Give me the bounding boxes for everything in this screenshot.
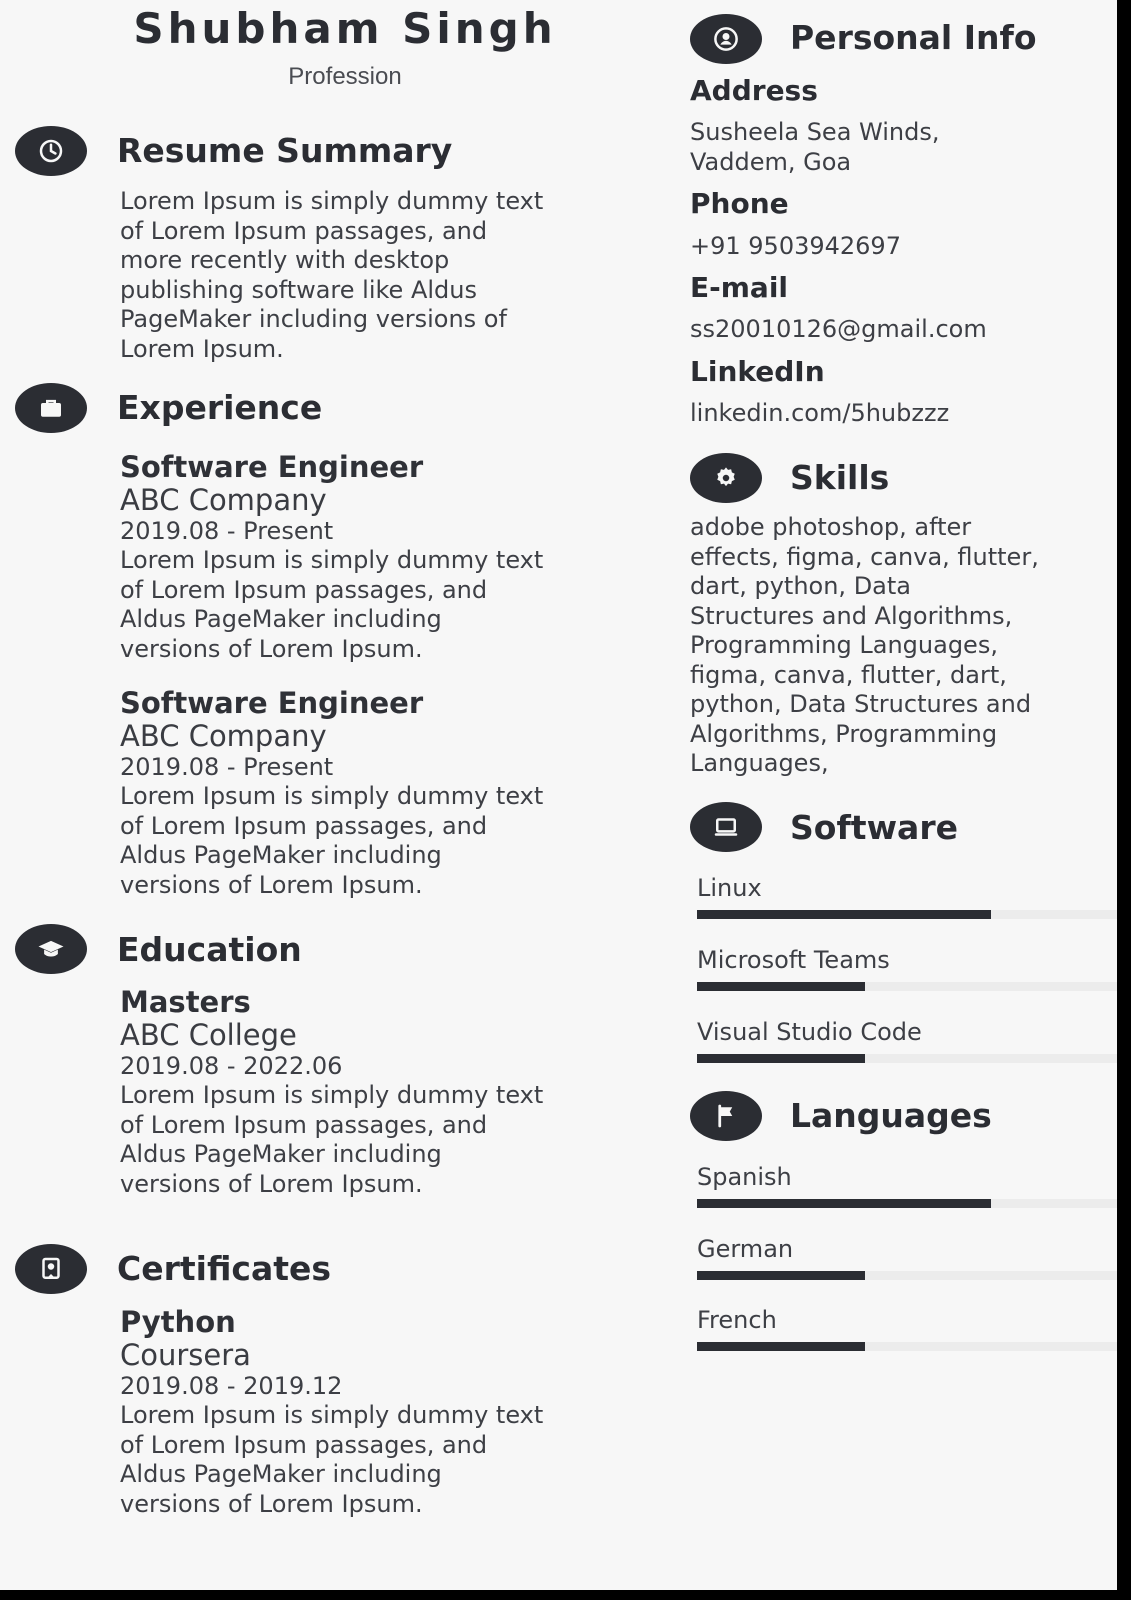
section-title-languages: Languages: [790, 1096, 992, 1135]
phone-label: Phone: [690, 187, 789, 220]
proficiency-track: [697, 1054, 1117, 1063]
language-name: Spanish: [697, 1163, 792, 1191]
address-value: Susheela Sea Winds, Vaddem, Goa: [690, 118, 940, 176]
software-name: Linux: [697, 874, 762, 902]
graduation-cap-icon: [15, 924, 87, 974]
software-name: Microsoft Teams: [697, 946, 890, 974]
email-label: E-mail: [690, 271, 789, 304]
certificate-icon: [15, 1244, 87, 1294]
summary-text: Lorem Ipsum is simply dummy text of Lore…: [120, 187, 544, 363]
gear-icon: [690, 453, 762, 503]
entry-description: Lorem Ipsum is simply dummy text of Lore…: [120, 782, 544, 899]
briefcase-icon: [15, 383, 87, 433]
software-meter: Visual Studio Code: [697, 1017, 1117, 1063]
proficiency-fill: [697, 1271, 865, 1280]
proficiency-fill: [697, 1199, 991, 1208]
entry-title: Python: [120, 1305, 236, 1339]
entry-dates: 2019.08 - Present: [120, 517, 334, 545]
address-label: Address: [690, 74, 818, 107]
entry-organization: ABC Company: [120, 483, 327, 517]
language-meter: French: [697, 1305, 1117, 1351]
entry-organization: ABC College: [120, 1018, 297, 1052]
proficiency-track: [697, 982, 1117, 991]
section-title-experience: Experience: [117, 388, 323, 427]
entry-description: Lorem Ipsum is simply dummy text of Lore…: [120, 546, 544, 663]
language-name: German: [697, 1235, 794, 1263]
language-meter: German: [697, 1234, 1117, 1280]
entry-title: Software Engineer: [120, 450, 424, 484]
clock-icon: [15, 126, 87, 176]
section-title-personal-info: Personal Info: [790, 18, 1037, 57]
certificate-entry: Python Coursera 2019.08 - 2019.12 Lorem …: [120, 1305, 660, 1519]
proficiency-track: [697, 910, 1117, 919]
resume-name: Shubham Singh: [133, 4, 557, 53]
entry-dates: 2019.08 - Present: [120, 753, 334, 781]
section-title-certificates: Certificates: [117, 1249, 332, 1288]
proficiency-fill: [697, 1054, 865, 1063]
language-name: French: [697, 1306, 777, 1334]
entry-dates: 2019.08 - 2019.12: [120, 1372, 343, 1400]
person-icon: [690, 14, 762, 64]
linkedin-label: LinkedIn: [690, 355, 825, 388]
proficiency-track: [697, 1271, 1117, 1280]
experience-entry: Software Engineer ABC Company 2019.08 - …: [120, 686, 660, 900]
flag-icon: [690, 1091, 762, 1141]
proficiency-track: [697, 1199, 1117, 1208]
proficiency-fill: [697, 982, 865, 991]
proficiency-fill: [697, 1342, 865, 1351]
proficiency-track: [697, 1342, 1117, 1351]
laptop-icon: [690, 802, 762, 852]
entry-description: Lorem Ipsum is simply dummy text of Lore…: [120, 1081, 544, 1198]
email-value: ss20010126@gmail.com: [690, 315, 987, 343]
entry-organization: ABC Company: [120, 719, 327, 753]
entry-title: Masters: [120, 985, 251, 1019]
section-title-education: Education: [117, 930, 302, 969]
section-title-skills: Skills: [790, 458, 890, 497]
software-meter: Linux: [697, 873, 1117, 919]
section-title-summary: Resume Summary: [117, 131, 453, 170]
education-entry: Masters ABC College 2019.08 - 2022.06 Lo…: [120, 985, 660, 1199]
linkedin-value: linkedin.com/5hubzzz: [690, 399, 950, 427]
entry-description: Lorem Ipsum is simply dummy text of Lore…: [120, 1401, 544, 1518]
software-name: Visual Studio Code: [697, 1018, 922, 1046]
section-title-software: Software: [790, 808, 958, 847]
resume-profession: Profession: [288, 63, 402, 90]
proficiency-fill: [697, 910, 991, 919]
language-meter: Spanish: [697, 1162, 1117, 1208]
experience-entry: Software Engineer ABC Company 2019.08 - …: [120, 450, 660, 664]
phone-value: +91 9503942697: [690, 232, 901, 260]
entry-organization: Coursera: [120, 1338, 251, 1372]
skills-text: adobe photoshop, after effects, figma, c…: [690, 513, 1039, 777]
software-meter: Microsoft Teams: [697, 945, 1117, 991]
entry-title: Software Engineer: [120, 686, 424, 720]
entry-dates: 2019.08 - 2022.06: [120, 1052, 343, 1080]
